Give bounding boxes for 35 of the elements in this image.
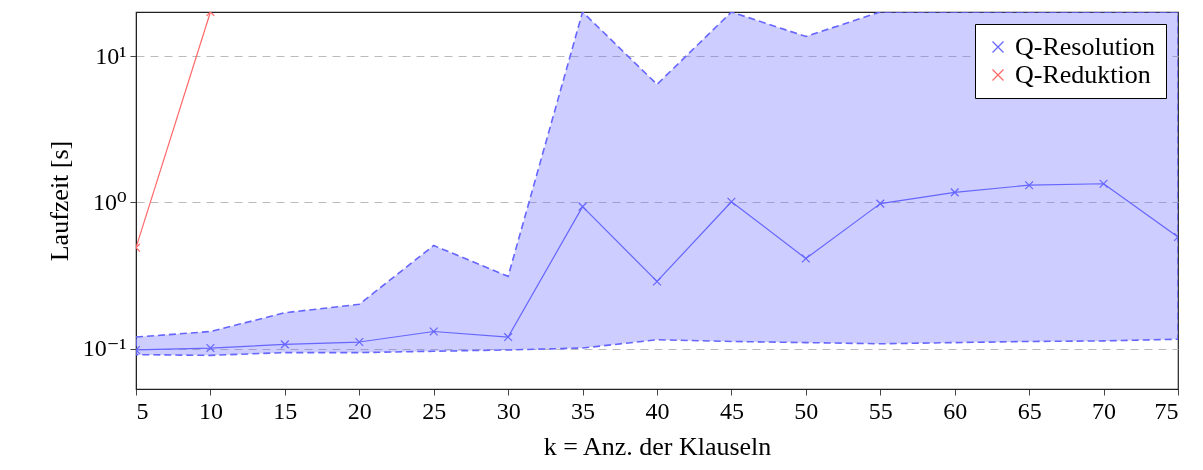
x-tick-label: 30 xyxy=(496,397,521,424)
point xyxy=(354,337,364,347)
y-tick-label: 10⁰ xyxy=(92,188,127,215)
point xyxy=(726,197,736,207)
x-axis-title: k = Anz. der Klauseln xyxy=(543,431,772,461)
y-tick-label: 10⁻¹ xyxy=(82,335,127,362)
legend-label: Q-Resolution xyxy=(1015,32,1156,61)
y-tick-label: 10¹ xyxy=(95,42,127,69)
point xyxy=(205,343,215,353)
point xyxy=(503,332,513,342)
point xyxy=(578,202,588,212)
x-tick-label: 35 xyxy=(571,397,596,424)
x-tick-label: 5 xyxy=(136,397,149,424)
legend-label: Q-Reduktion xyxy=(1015,60,1151,89)
x-tick-label: 60 xyxy=(943,397,968,424)
x-tick-label: 55 xyxy=(868,397,893,424)
x-tick-label: 50 xyxy=(794,397,819,424)
x-tick-label: 25 xyxy=(422,397,447,424)
x-tick-label: 45 xyxy=(719,397,744,424)
x-tick-label: 40 xyxy=(645,397,670,424)
point xyxy=(875,199,885,209)
point xyxy=(1099,179,1109,189)
x-tick-label: 75 xyxy=(1154,397,1179,424)
x-tick-label: 15 xyxy=(273,397,298,424)
point xyxy=(801,254,811,264)
point xyxy=(280,339,290,349)
point xyxy=(950,187,960,197)
point xyxy=(652,276,662,286)
x-tick-label: 20 xyxy=(347,397,372,424)
point xyxy=(1024,180,1034,190)
x-tick-label: 65 xyxy=(1017,397,1042,424)
x-tick-label: 70 xyxy=(1092,397,1117,424)
y-axis-title: Laufzeit [s] xyxy=(44,140,74,262)
point xyxy=(429,327,439,336)
x-tick-label: 10 xyxy=(198,397,223,424)
